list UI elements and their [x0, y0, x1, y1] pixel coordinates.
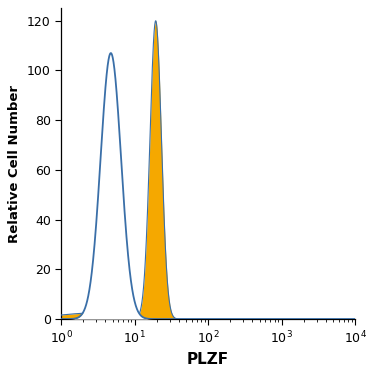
X-axis label: PLZF: PLZF: [187, 352, 229, 367]
Y-axis label: Relative Cell Number: Relative Cell Number: [8, 85, 21, 243]
